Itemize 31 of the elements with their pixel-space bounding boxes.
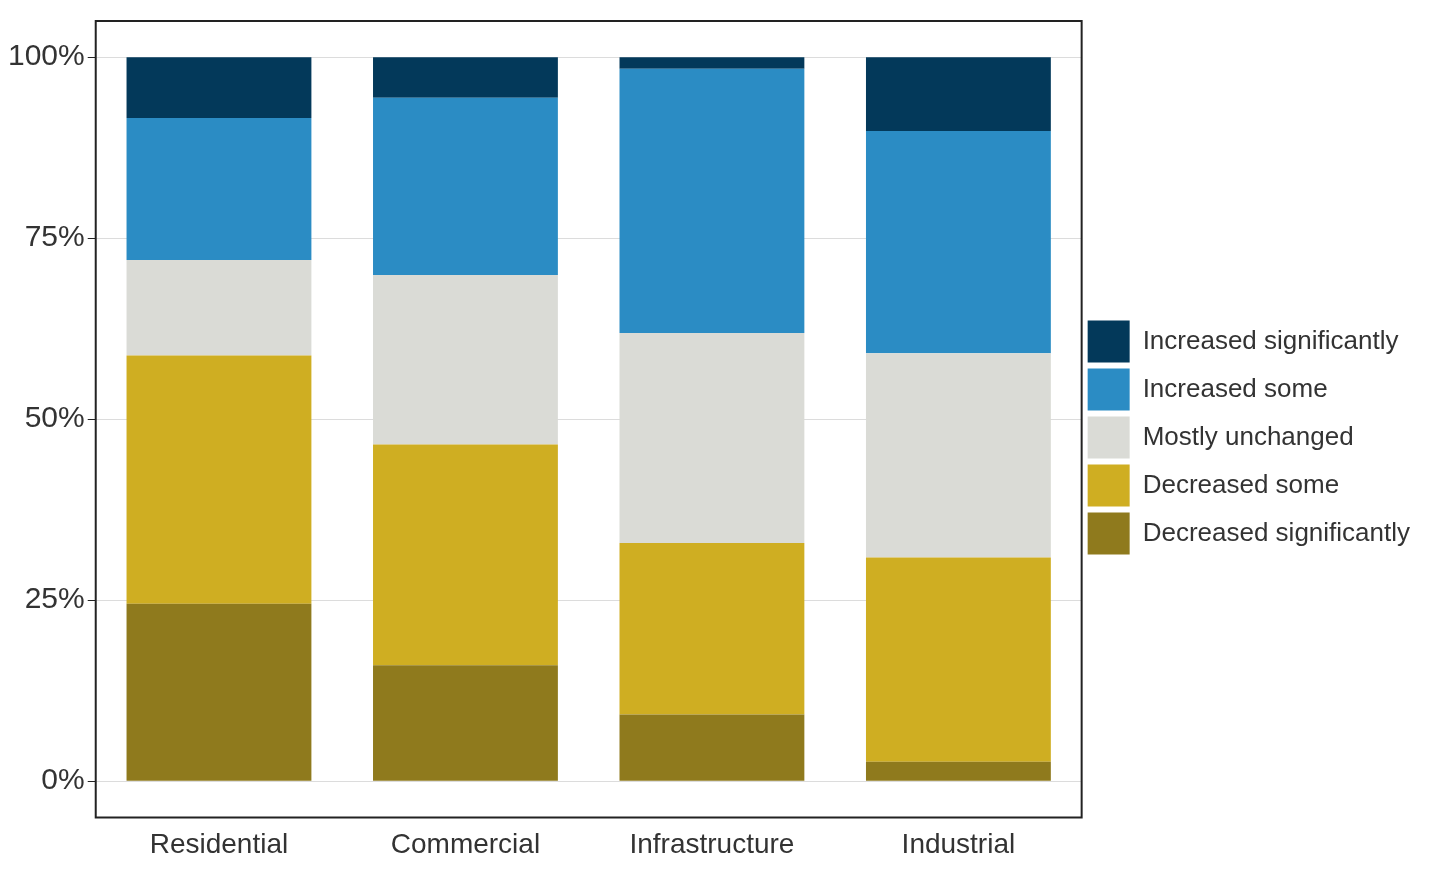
bar: [865, 557, 1051, 762]
bar: [619, 543, 805, 715]
y-tick-label: 50%: [24, 400, 85, 434]
x-tick-label: Infrastructure: [629, 827, 795, 859]
x-tick-label: Residential: [149, 827, 289, 859]
legend-label: Increased some: [1142, 372, 1328, 403]
y-tick-label: 25%: [24, 581, 85, 615]
bar: [865, 761, 1051, 781]
y-tick-label: 0%: [41, 762, 85, 796]
y-tick-label: 100%: [7, 38, 85, 72]
x-tick-label: Commercial: [390, 827, 541, 859]
y-tick-label: 75%: [24, 219, 85, 253]
bar: [373, 444, 558, 666]
bar: [126, 118, 312, 260]
legend-label: Mostly unchanged: [1142, 420, 1354, 451]
bar: [619, 68, 805, 334]
bar: [126, 259, 312, 356]
x-tick-label: Industrial: [901, 827, 1016, 859]
legend-label: Decreased some: [1142, 468, 1340, 499]
bar: [373, 665, 558, 781]
bar: [126, 57, 312, 119]
bar: [373, 97, 558, 276]
bar: [126, 355, 312, 604]
bar: [619, 714, 805, 781]
bar: [126, 603, 312, 781]
bar: [865, 131, 1051, 354]
bar: [373, 57, 558, 98]
legend-label: Decreased significantly: [1142, 516, 1411, 547]
bar: [865, 57, 1051, 132]
bar: [619, 57, 805, 69]
legend-label: Increased significantly: [1142, 324, 1399, 355]
